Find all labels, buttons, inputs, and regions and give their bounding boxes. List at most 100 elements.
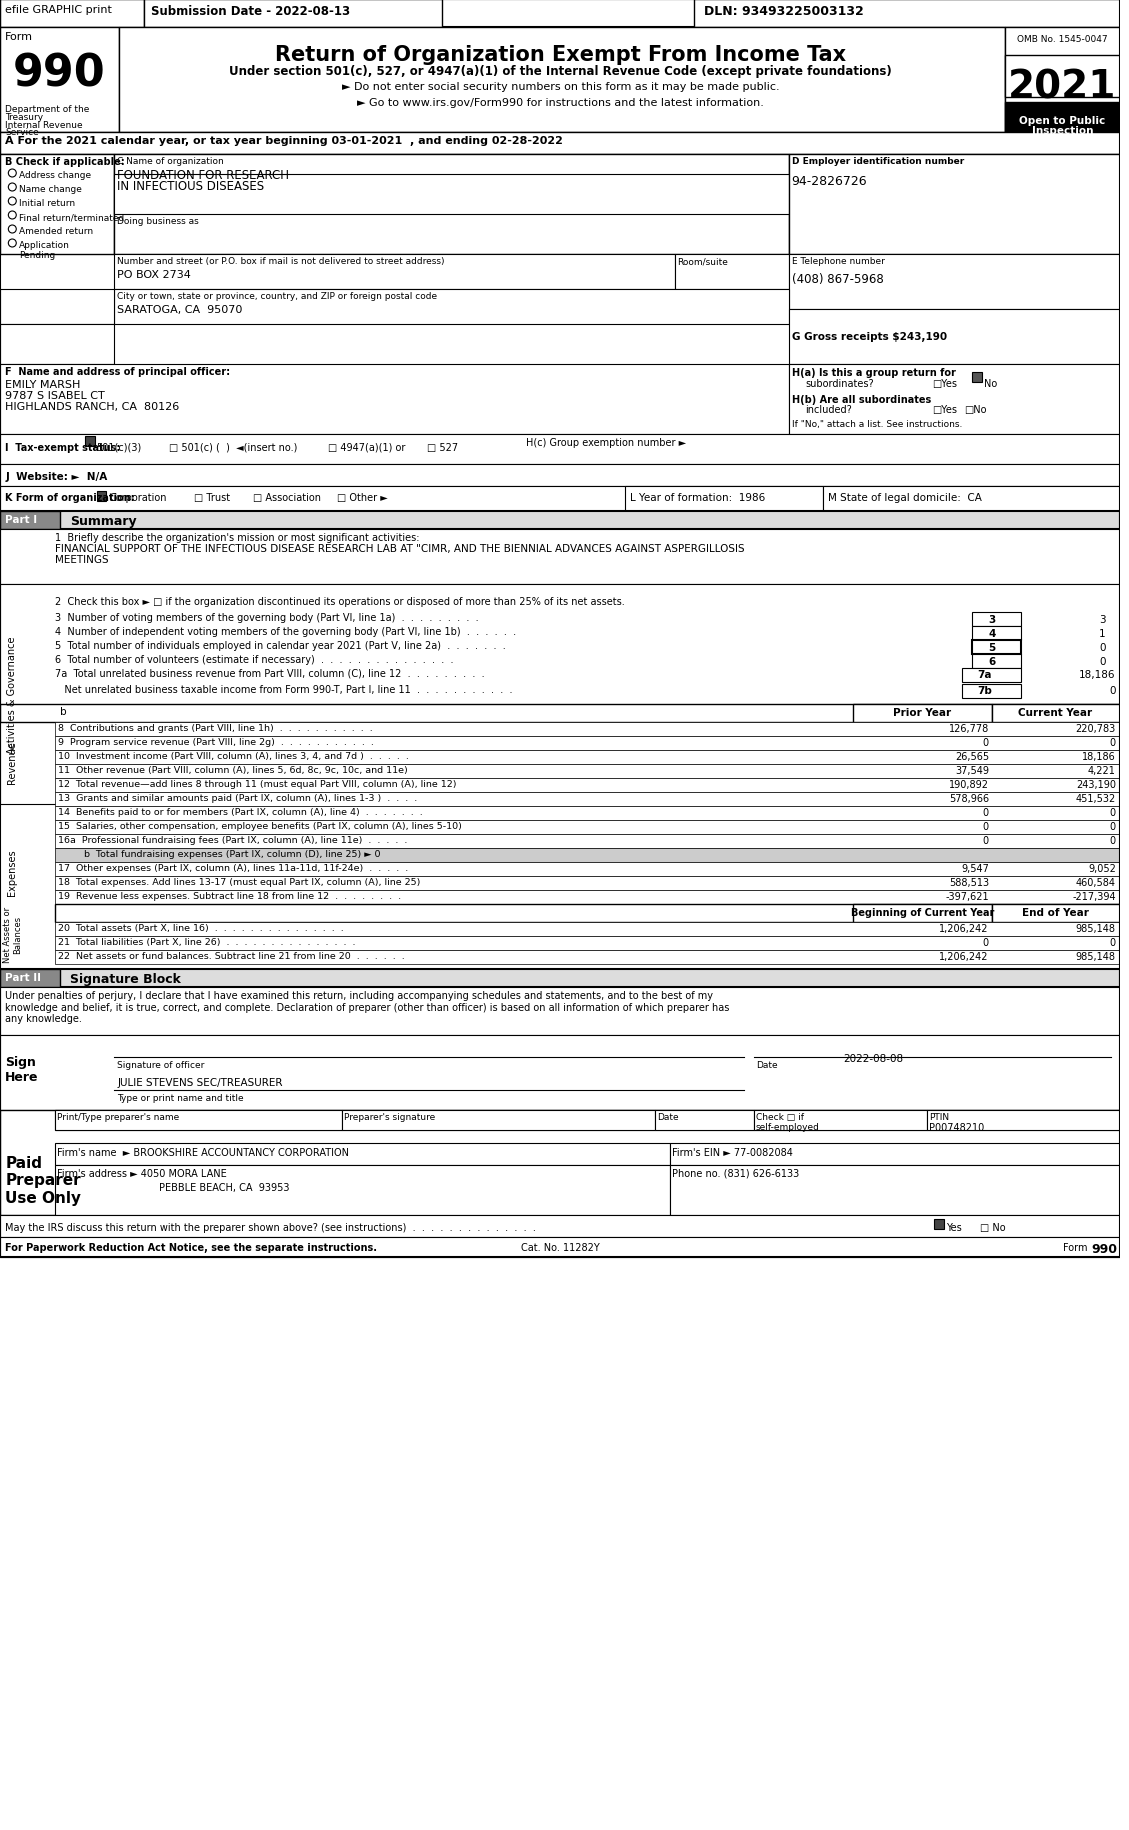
- Bar: [0, 134, 1120, 156]
- Text: 190,892: 190,892: [948, 780, 989, 789]
- Bar: [0, 529, 1120, 584]
- Text: 0: 0: [1110, 737, 1115, 748]
- Text: No: No: [984, 379, 997, 388]
- Bar: [85, 437, 95, 447]
- Text: 0: 0: [1110, 807, 1115, 818]
- Text: 0: 0: [982, 937, 989, 948]
- Text: Paid
Preparer
Use Only: Paid Preparer Use Only: [6, 1155, 81, 1206]
- Text: PO BOX 2734: PO BOX 2734: [117, 269, 191, 280]
- Text: Corporation: Corporation: [110, 492, 167, 503]
- Bar: [1005, 57, 1120, 99]
- Text: 451,532: 451,532: [1076, 794, 1115, 803]
- Text: EMILY MARSH: EMILY MARSH: [6, 381, 81, 390]
- Text: 37,549: 37,549: [955, 765, 989, 776]
- Text: b  Total fundraising expenses (Part IX, column (D), line 25) ► 0: b Total fundraising expenses (Part IX, c…: [75, 849, 380, 858]
- Text: 15  Salaries, other compensation, employee benefits (Part IX, column (A), lines : 15 Salaries, other compensation, employe…: [58, 822, 462, 831]
- Text: Final return/terminated: Final return/terminated: [19, 212, 124, 221]
- Bar: [0, 364, 789, 436]
- Bar: [0, 156, 114, 254]
- Text: G Gross receipts $243,190: G Gross receipts $243,190: [791, 331, 947, 342]
- Text: Under penalties of perjury, I declare that I have examined this return, includin: Under penalties of perjury, I declare th…: [6, 990, 729, 1023]
- Text: Room/suite: Room/suite: [677, 256, 728, 265]
- Bar: [972, 640, 1021, 655]
- Text: 2022-08-08: 2022-08-08: [843, 1054, 903, 1063]
- Text: Phone no. (831) 626-6133: Phone no. (831) 626-6133: [672, 1168, 799, 1179]
- Text: Address change: Address change: [19, 170, 91, 179]
- Text: -217,394: -217,394: [1073, 891, 1115, 902]
- Text: 19  Revenue less expenses. Subtract line 18 from line 12  .  .  .  .  .  .  .  .: 19 Revenue less expenses. Subtract line …: [58, 891, 401, 900]
- Text: included?: included?: [805, 404, 852, 415]
- Text: 11  Other revenue (Part VIII, column (A), lines 5, 6d, 8c, 9c, 10c, and 11e): 11 Other revenue (Part VIII, column (A),…: [58, 765, 408, 774]
- Text: FINANCIAL SUPPORT OF THE INFECTIOUS DISEASE RESEARCH LAB AT "CIMR, AND THE BIENN: FINANCIAL SUPPORT OF THE INFECTIOUS DISE…: [55, 544, 744, 554]
- Text: efile GRAPHIC print: efile GRAPHIC print: [6, 5, 112, 15]
- Text: Preparer's signature: Preparer's signature: [344, 1113, 436, 1122]
- Bar: [669, 1144, 1120, 1166]
- Text: 7a  Total unrelated business revenue from Part VIII, column (C), line 12  .  .  : 7a Total unrelated business revenue from…: [55, 668, 484, 679]
- Text: 6  Total number of volunteers (estimate if necessary)  .  .  .  .  .  .  .  .  .: 6 Total number of volunteers (estimate i…: [55, 655, 454, 664]
- Text: 985,148: 985,148: [1076, 924, 1115, 933]
- Bar: [55, 792, 1120, 807]
- Text: 9  Program service revenue (Part VIII, line 2g)  .  .  .  .  .  .  .  .  .  .  .: 9 Program service revenue (Part VIII, li…: [58, 737, 374, 747]
- Bar: [0, 1237, 1120, 1257]
- Text: Application
Pending: Application Pending: [19, 242, 70, 260]
- Bar: [55, 834, 1120, 849]
- Bar: [0, 512, 1120, 529]
- Bar: [342, 1111, 655, 1131]
- Text: 9787 S ISABEL CT: 9787 S ISABEL CT: [6, 392, 105, 401]
- Text: -397,621: -397,621: [945, 891, 989, 902]
- Bar: [0, 512, 60, 529]
- Text: Doing business as: Doing business as: [117, 218, 199, 225]
- Text: MEETINGS: MEETINGS: [55, 554, 108, 565]
- Text: Prior Year: Prior Year: [893, 708, 952, 717]
- Text: 4: 4: [988, 630, 996, 639]
- Text: □ Other ►: □ Other ►: [338, 492, 388, 503]
- Bar: [962, 668, 1021, 683]
- Text: Print/Type preparer's name: Print/Type preparer's name: [56, 1113, 180, 1122]
- Text: 14  Benefits paid to or for members (Part IX, column (A), line 4)  .  .  .  .  .: 14 Benefits paid to or for members (Part…: [58, 807, 422, 816]
- Text: 7b: 7b: [977, 686, 992, 695]
- Text: subordinates?: subordinates?: [805, 379, 874, 388]
- Text: HIGHLANDS RANCH, CA  80126: HIGHLANDS RANCH, CA 80126: [6, 403, 180, 412]
- Text: Summary: Summary: [70, 514, 137, 527]
- Bar: [0, 289, 114, 324]
- Bar: [694, 0, 1120, 27]
- Text: DLN: 93493225003132: DLN: 93493225003132: [704, 5, 864, 18]
- Bar: [789, 364, 1120, 436]
- Text: Expenses: Expenses: [7, 849, 17, 897]
- Bar: [992, 904, 1120, 922]
- Text: □Yes: □Yes: [933, 404, 957, 415]
- Bar: [0, 1111, 1120, 1215]
- Text: 26,565: 26,565: [955, 752, 989, 761]
- Text: 1,206,242: 1,206,242: [939, 924, 989, 933]
- Bar: [0, 970, 1120, 988]
- Text: b: b: [60, 706, 67, 717]
- Text: A For the 2021 calendar year, or tax year beginning 03-01-2021  , and ending 02-: A For the 2021 calendar year, or tax yea…: [6, 135, 563, 146]
- Text: (408) 867-5968: (408) 867-5968: [791, 273, 883, 285]
- Text: 990: 990: [12, 51, 105, 95]
- Text: SARATOGA, CA  95070: SARATOGA, CA 95070: [117, 306, 243, 315]
- Text: Part II: Part II: [6, 972, 42, 983]
- Bar: [55, 1166, 669, 1215]
- Text: H(c) Group exemption number ►: H(c) Group exemption number ►: [526, 437, 686, 448]
- Bar: [789, 254, 1120, 309]
- Text: Sign
Here: Sign Here: [6, 1056, 38, 1083]
- Text: 18  Total expenses. Add lines 13-17 (must equal Part IX, column (A), line 25): 18 Total expenses. Add lines 13-17 (must…: [58, 878, 420, 886]
- Text: Date: Date: [756, 1060, 778, 1069]
- Text: Beginning of Current Year: Beginning of Current Year: [851, 908, 995, 917]
- Bar: [0, 487, 1120, 512]
- Bar: [55, 1144, 669, 1166]
- Bar: [972, 626, 1021, 640]
- Text: Name change: Name change: [19, 185, 82, 194]
- Text: □ 4947(a)(1) or: □ 4947(a)(1) or: [327, 443, 405, 452]
- Text: FOUNDATION FOR RESEARCH: FOUNDATION FOR RESEARCH: [117, 168, 289, 181]
- Text: Yes: Yes: [946, 1222, 962, 1232]
- Text: 460,584: 460,584: [1076, 878, 1115, 888]
- Bar: [0, 584, 1120, 805]
- Text: 16a  Professional fundraising fees (Part IX, column (A), line 11e)  .  .  .  .  : 16a Professional fundraising fees (Part …: [58, 836, 408, 844]
- Text: 20  Total assets (Part X, line 16)  .  .  .  .  .  .  .  .  .  .  .  .  .  .  .: 20 Total assets (Part X, line 16) . . . …: [58, 924, 343, 933]
- Text: Submission Date - 2022-08-13: Submission Date - 2022-08-13: [151, 5, 350, 18]
- Text: Cat. No. 11282Y: Cat. No. 11282Y: [522, 1243, 599, 1252]
- Text: 10  Investment income (Part VIII, column (A), lines 3, 4, and 7d )  .  .  .  .  : 10 Investment income (Part VIII, column …: [58, 752, 409, 761]
- Text: 243,190: 243,190: [1076, 780, 1115, 789]
- Text: Service: Service: [6, 128, 40, 137]
